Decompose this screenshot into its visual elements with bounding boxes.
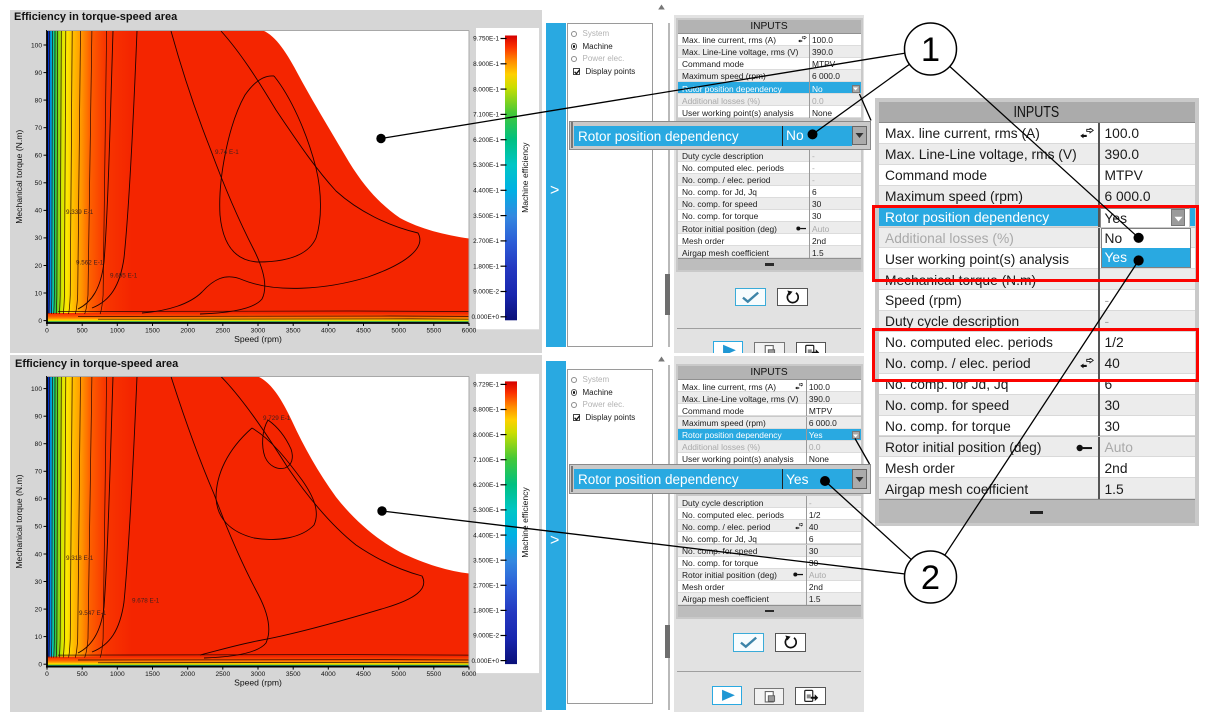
- svg-text:6.200E-1: 6.200E-1: [473, 137, 499, 144]
- svg-text:2.700E-1: 2.700E-1: [473, 583, 499, 590]
- svg-text:4.400E-1: 4.400E-1: [473, 532, 499, 539]
- svg-text:80: 80: [35, 97, 43, 104]
- svg-text:2000: 2000: [180, 328, 195, 335]
- svg-text:9.547 E-1: 9.547 E-1: [79, 610, 107, 617]
- svg-text:8.900E-1: 8.900E-1: [473, 61, 499, 68]
- svg-text:0: 0: [38, 318, 42, 325]
- svg-text:500: 500: [77, 328, 88, 335]
- svg-text:500: 500: [77, 671, 88, 678]
- svg-text:1000: 1000: [110, 671, 125, 678]
- svg-text:4500: 4500: [356, 328, 371, 335]
- svg-text:1500: 1500: [145, 671, 160, 678]
- svg-text:60: 60: [35, 496, 43, 503]
- svg-text:20: 20: [35, 263, 43, 270]
- svg-text:9.562 E-1: 9.562 E-1: [76, 260, 104, 267]
- svg-text:Machine efficiency: Machine efficiency: [520, 142, 530, 213]
- svg-text:6000: 6000: [462, 671, 477, 678]
- svg-text:5000: 5000: [391, 328, 406, 335]
- svg-text:4000: 4000: [321, 328, 336, 335]
- svg-text:4.400E-1: 4.400E-1: [473, 188, 499, 195]
- svg-text:8.000E-1: 8.000E-1: [473, 86, 499, 93]
- svg-text:9.678 E-1: 9.678 E-1: [132, 598, 160, 605]
- svg-text:6.200E-1: 6.200E-1: [473, 482, 499, 489]
- svg-text:9.000E-2: 9.000E-2: [473, 289, 499, 296]
- svg-text:7.100E-1: 7.100E-1: [473, 112, 499, 119]
- svg-text:Machine efficiency: Machine efficiency: [520, 487, 530, 558]
- svg-text:100: 100: [31, 42, 42, 49]
- svg-text:90: 90: [35, 414, 43, 421]
- svg-text:5500: 5500: [426, 328, 441, 335]
- svg-text:6000: 6000: [462, 328, 477, 335]
- svg-text:8.000E-1: 8.000E-1: [473, 432, 499, 439]
- svg-text:2500: 2500: [215, 328, 230, 335]
- svg-text:3500: 3500: [286, 328, 301, 335]
- svg-text:9.729 E-1: 9.729 E-1: [263, 415, 291, 422]
- svg-text:3500: 3500: [286, 671, 301, 678]
- svg-text:2500: 2500: [215, 671, 230, 678]
- svg-text:90: 90: [35, 70, 43, 77]
- svg-text:100: 100: [31, 386, 42, 393]
- svg-text:Mechanical torque (N.m): Mechanical torque (N.m): [14, 130, 24, 224]
- svg-text:0.000E+0: 0.000E+0: [471, 314, 499, 321]
- svg-text:4000: 4000: [321, 671, 336, 678]
- svg-text:Speed (rpm): Speed (rpm): [234, 678, 282, 688]
- svg-text:2: 2: [921, 559, 940, 597]
- svg-text:10: 10: [35, 290, 43, 297]
- svg-text:9.74 E-1: 9.74 E-1: [215, 149, 239, 156]
- svg-text:1000: 1000: [110, 328, 125, 335]
- svg-text:0: 0: [45, 328, 49, 335]
- svg-text:7.100E-1: 7.100E-1: [473, 457, 499, 464]
- svg-text:5500: 5500: [426, 671, 441, 678]
- svg-text:1500: 1500: [145, 328, 160, 335]
- svg-text:9.695 E-1: 9.695 E-1: [110, 273, 138, 280]
- svg-text:20: 20: [35, 606, 43, 613]
- svg-text:0.000E+0: 0.000E+0: [471, 658, 499, 665]
- svg-text:Mechanical torque (N.m): Mechanical torque (N.m): [14, 474, 24, 568]
- svg-text:1: 1: [921, 31, 940, 69]
- svg-text:3.500E-1: 3.500E-1: [473, 557, 499, 564]
- svg-text:50: 50: [35, 180, 43, 187]
- svg-text:30: 30: [35, 235, 43, 242]
- svg-text:5.300E-1: 5.300E-1: [473, 507, 499, 514]
- svg-text:3000: 3000: [251, 671, 266, 678]
- svg-text:30: 30: [35, 579, 43, 586]
- svg-text:4500: 4500: [356, 671, 371, 678]
- svg-text:0: 0: [45, 671, 49, 678]
- svg-text:50: 50: [35, 524, 43, 531]
- svg-text:8.800E-1: 8.800E-1: [473, 407, 499, 414]
- svg-text:2000: 2000: [180, 671, 195, 678]
- svg-text:5.300E-1: 5.300E-1: [473, 162, 499, 169]
- svg-text:40: 40: [35, 551, 43, 558]
- svg-text:5000: 5000: [391, 671, 406, 678]
- svg-text:10: 10: [35, 634, 43, 641]
- svg-text:40: 40: [35, 208, 43, 215]
- svg-text:9.750E-1: 9.750E-1: [473, 36, 499, 43]
- svg-text:1.800E-1: 1.800E-1: [473, 608, 499, 615]
- svg-text:9.729E-1: 9.729E-1: [473, 382, 499, 389]
- svg-text:80: 80: [35, 441, 43, 448]
- svg-text:9.000E-2: 9.000E-2: [473, 633, 499, 640]
- svg-text:3.500E-1: 3.500E-1: [473, 213, 499, 220]
- svg-text:60: 60: [35, 153, 43, 160]
- svg-text:9.339 E-1: 9.339 E-1: [66, 209, 94, 216]
- svg-text:70: 70: [35, 469, 43, 476]
- svg-text:70: 70: [35, 125, 43, 132]
- svg-text:0: 0: [38, 662, 42, 669]
- svg-text:1.800E-1: 1.800E-1: [473, 263, 499, 270]
- svg-text:2.700E-1: 2.700E-1: [473, 238, 499, 245]
- svg-text:Speed (rpm): Speed (rpm): [234, 334, 282, 344]
- svg-text:3000: 3000: [251, 328, 266, 335]
- svg-text:9.318 E-1: 9.318 E-1: [66, 555, 94, 562]
